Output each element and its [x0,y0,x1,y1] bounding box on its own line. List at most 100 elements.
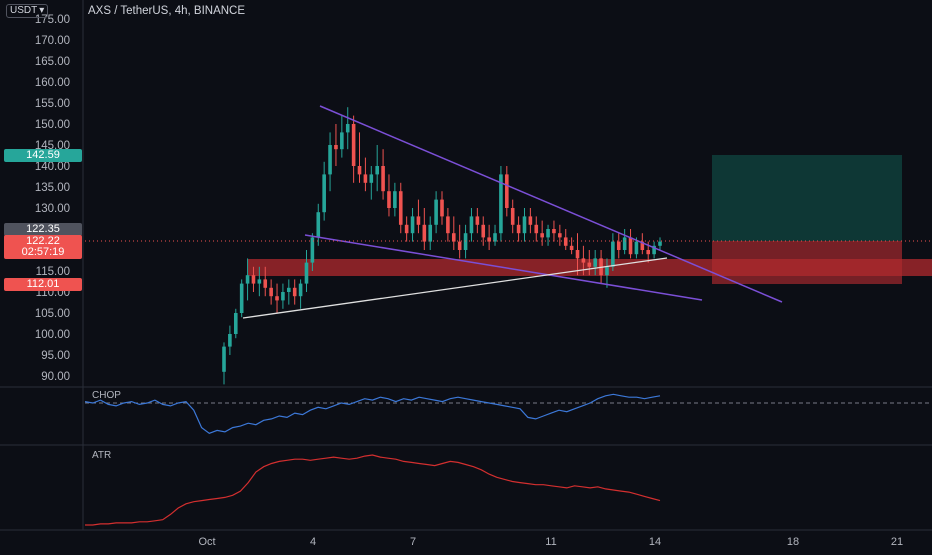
candle-body[interactable] [469,216,474,234]
candle-body[interactable] [233,313,238,334]
candle-body[interactable] [351,124,356,166]
symbol-title[interactable]: AXS / TetherUS, 4h, BINANCE [88,5,246,17]
price-tick-label: 105.00 [35,308,70,320]
candle-body[interactable] [345,124,350,133]
price-tick-label: 95.00 [41,350,70,362]
candles-group [222,107,662,385]
support-trendline[interactable] [242,257,668,319]
candle-body[interactable] [569,245,574,250]
candle-body[interactable] [245,275,250,284]
candle-body[interactable] [404,224,409,234]
candle-body[interactable] [493,233,497,242]
time-axis-label: 21 [891,536,903,548]
candle-body[interactable] [287,287,291,292]
price-tick-label: 130.00 [35,203,70,215]
candle-body[interactable] [263,279,268,288]
candle-body[interactable] [316,212,321,238]
chop-label[interactable]: CHOP [92,390,121,401]
candle-body[interactable] [228,334,232,347]
candle-body[interactable] [292,287,297,297]
candle-body[interactable] [416,216,421,225]
candle-body[interactable] [522,216,527,234]
atr-line[interactable] [85,454,661,526]
candle-body[interactable] [563,237,568,246]
candle-body[interactable] [398,191,403,225]
chop-line[interactable] [84,393,661,434]
candle-body[interactable] [375,166,379,175]
candle-body[interactable] [410,216,415,234]
candle-body[interactable] [251,275,256,284]
candle-body[interactable] [357,166,362,175]
candle-body[interactable] [646,250,651,255]
candle-body[interactable] [475,216,480,225]
target-zone[interactable] [712,155,902,241]
price-tick-label: 140.00 [35,161,70,173]
candle-body[interactable] [605,266,609,276]
candle-body[interactable] [581,258,586,263]
candle-body[interactable] [381,166,385,192]
candle-body[interactable] [428,224,433,242]
candle-body[interactable] [340,132,344,150]
time-axis[interactable]: Oct 4 7 11 14 18 21 [198,536,903,548]
atr-label[interactable]: ATR [92,450,112,461]
candle-body[interactable] [528,216,533,225]
candle-body[interactable] [393,191,397,208]
candle-body[interactable] [328,145,332,175]
candle-body[interactable] [499,174,503,234]
candle-body[interactable] [387,191,391,208]
candle-body[interactable] [611,241,615,267]
candle-body[interactable] [363,174,368,183]
candle-body[interactable] [310,237,315,263]
price-tick-label: 155.00 [35,98,70,110]
candle-body[interactable] [487,237,491,242]
candle-body[interactable] [505,174,509,208]
candle-body[interactable] [622,237,627,250]
candle-body[interactable] [275,296,279,301]
support-zone[interactable] [248,259,932,276]
lower-trendline[interactable] [304,234,703,301]
candle-body[interactable] [281,292,285,301]
candle-body[interactable] [593,258,597,267]
candle-body[interactable] [481,224,486,238]
candle-body[interactable] [446,216,450,234]
time-axis-label: 18 [787,536,799,548]
candle-body[interactable] [540,233,544,238]
candle-body[interactable] [422,224,427,242]
candle-body[interactable] [587,262,592,267]
candle-body[interactable] [616,241,621,250]
candle-body[interactable] [298,283,303,297]
candle-body[interactable] [575,250,580,259]
candle-body[interactable] [634,241,639,255]
currency-selector[interactable]: USDT ▾ [6,4,49,18]
candle-body[interactable] [516,224,521,234]
candle-body[interactable] [457,241,462,250]
price-tick-label: 160.00 [35,77,70,89]
candle-body[interactable] [334,145,338,150]
candle-body[interactable] [463,233,468,250]
candle-body[interactable] [658,241,662,246]
stop-price-tag: 112.01 [4,278,82,291]
candle-body[interactable] [652,245,656,255]
candle-body[interactable] [440,199,444,217]
candle-body[interactable] [451,233,456,242]
candle-body[interactable] [239,283,244,313]
candle-body[interactable] [640,241,645,250]
candle-body[interactable] [552,229,556,234]
candle-body[interactable] [222,346,226,372]
candle-body[interactable] [628,237,633,255]
time-axis-label: Oct [198,536,215,548]
upper-trendline[interactable] [319,105,783,303]
candle-body[interactable] [534,224,539,234]
candle-body[interactable] [558,233,562,238]
candle-body[interactable] [322,174,326,213]
candle-body[interactable] [269,287,273,297]
candle-body[interactable] [510,208,515,225]
candle-body[interactable] [546,229,550,238]
time-axis-label: 7 [410,536,416,548]
candle-body[interactable] [369,174,374,183]
candle-body[interactable] [304,262,309,284]
candle-body[interactable] [434,199,438,225]
candle-body[interactable] [257,279,262,284]
